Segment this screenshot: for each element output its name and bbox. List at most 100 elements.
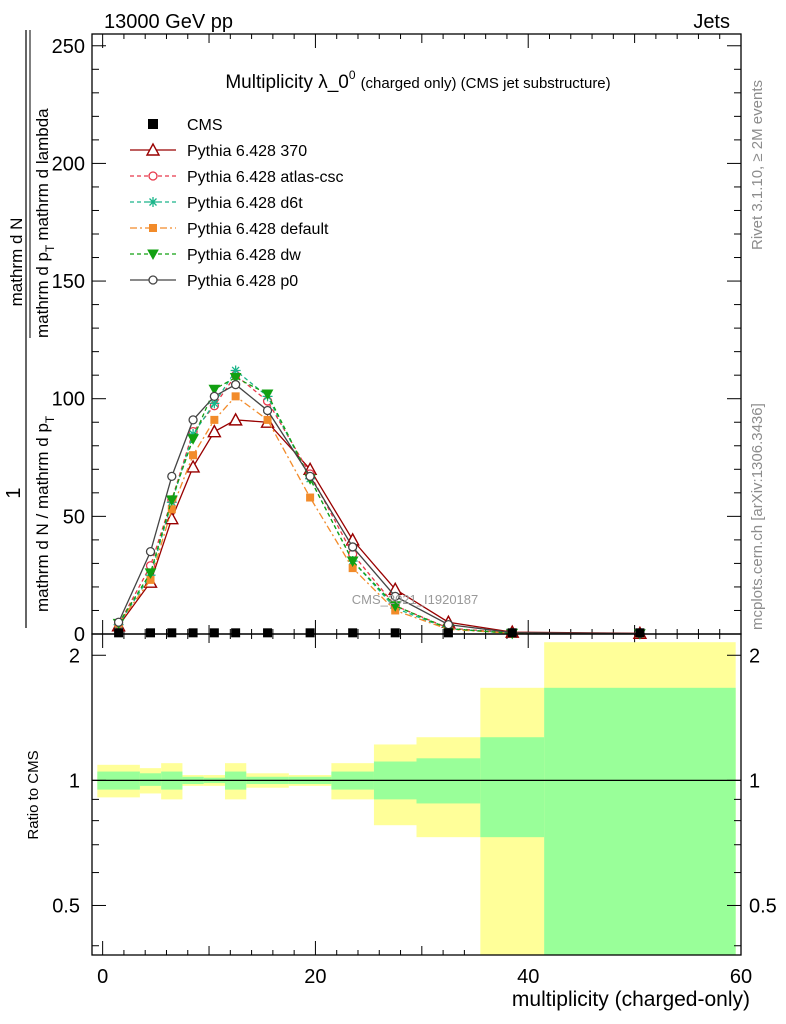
cms-point	[231, 628, 241, 638]
series-point	[207, 424, 222, 438]
legend-label: Pythia 6.428 default	[187, 221, 329, 238]
series-point	[167, 471, 177, 482]
ylabel-frac-den1: mathrm d p	[33, 252, 52, 338]
y-tick-label: 0	[74, 624, 85, 646]
ylabel-frac-den2: mathrm d lambda	[33, 108, 52, 241]
ylabel-num: 1	[3, 487, 25, 498]
series-point	[144, 568, 157, 579]
x-tick-label: 0	[97, 966, 108, 988]
series-point	[189, 451, 198, 460]
series-point	[167, 505, 176, 514]
series-point	[188, 429, 199, 439]
rivet-label: Rivet 3.1.10, ≥ 2M events	[749, 80, 766, 250]
cms-point	[443, 628, 453, 638]
cms-point	[188, 628, 198, 638]
cms-point	[507, 628, 517, 638]
title-suffix: (charged only) (CMS jet substructure)	[361, 75, 611, 92]
ylabel-den-sub: T	[43, 415, 57, 423]
title-main: Multiplicity λ_0	[225, 72, 349, 93]
cms-point	[263, 628, 273, 638]
series-point	[348, 564, 357, 573]
series-point	[390, 591, 400, 602]
ylabel-den: mathrm d N / mathrm d p	[33, 423, 52, 612]
cms-point	[635, 628, 645, 638]
y-tick-label: 250	[52, 36, 85, 58]
legend: CMS Pythia 6.428 370 Pythia 6.428 atlas-cs…	[130, 117, 344, 290]
cms-point	[390, 628, 400, 638]
x-axis-label: multiplicity (charged-only)	[512, 988, 750, 1011]
cms-point	[114, 628, 124, 638]
ratio-tick-label: 0.5	[52, 895, 80, 917]
header-left: 13000 GeV pp	[104, 11, 233, 33]
legend-marker	[148, 171, 158, 181]
legend-marker	[147, 249, 159, 261]
series-point	[348, 542, 358, 552]
title-sup: 0	[349, 68, 356, 82]
legend-marker	[148, 275, 158, 285]
series-point	[228, 412, 243, 426]
main-panel: 0 50 100 150 200 250	[52, 33, 742, 955]
svg-text:mathrm d pTmathrm d lambda: mathrm d pTmathrm d lambda	[33, 108, 57, 338]
series-point	[229, 373, 242, 384]
legend-marker	[149, 224, 157, 232]
cms-point	[209, 628, 219, 638]
cms-point	[348, 628, 358, 638]
series-point	[210, 415, 219, 424]
y-axis-label: 1 mathrm d N / mathrm d pT mathrm d N ma…	[3, 30, 57, 628]
series-point	[146, 575, 155, 584]
series-point	[263, 415, 272, 424]
x-tick-label: 40	[517, 966, 539, 988]
series-point	[188, 415, 198, 425]
x-tick-label: 20	[304, 966, 326, 988]
ratio-tick-label-right: 2	[749, 645, 760, 667]
legend-marker	[148, 119, 158, 129]
legend-label: Pythia 6.428 atlas-csc	[187, 169, 344, 186]
y-tick-label: 150	[52, 271, 85, 293]
cms-point	[146, 628, 156, 638]
series-point	[261, 389, 274, 401]
ratio-ylabel: Ratio to CMS	[25, 750, 42, 839]
x-tick-label: 60	[730, 966, 752, 988]
series-point	[346, 556, 359, 568]
series-point	[185, 459, 201, 473]
series-point	[306, 493, 315, 502]
ylabel-frac-den-sub: T	[43, 244, 57, 252]
series-point	[230, 365, 241, 376]
series-point	[209, 391, 220, 402]
legend-label: Pythia 6.428 370	[187, 143, 307, 160]
series-point	[443, 619, 454, 630]
cms-data	[114, 628, 645, 638]
legend-label: Pythia 6.428 p0	[187, 273, 298, 290]
ratio-panel: 0 20 40 60 0.5 0.5 1 1 2 2	[52, 633, 777, 988]
series-point	[230, 379, 241, 390]
series-point	[187, 434, 199, 445]
series-point	[165, 495, 178, 506]
cms-point	[305, 628, 315, 638]
ratio-band-inner	[544, 687, 736, 955]
svg-text:Multiplicity λ_00(charged only: Multiplicity λ_00 (charged only) (CMS jet…	[225, 68, 610, 93]
plot-title: Multiplicity λ_00 (charged only) (CMS jet…	[225, 68, 610, 93]
series-point	[208, 384, 221, 396]
ratio-frame	[91, 633, 742, 956]
legend-label: Pythia 6.428 d6t	[187, 195, 303, 212]
ratio-band-inner	[480, 737, 545, 838]
series-point	[231, 392, 240, 401]
series-point	[389, 601, 402, 612]
ylabel-frac-num: mathrm d N	[7, 218, 26, 307]
series-point	[262, 405, 273, 416]
y-tick-label: 200	[52, 153, 85, 175]
cms-point	[167, 628, 177, 638]
watermark: CMS_2021_I1920187	[352, 592, 479, 607]
legend-label: Pythia 6.428 dw	[187, 247, 301, 264]
ratio-tick-label-right: 1	[749, 770, 760, 792]
svg-text:mathrm d N / mathrm d pT: mathrm d N / mathrm d pT	[33, 415, 57, 612]
series-point	[113, 617, 124, 627]
ratio-tick-label: 1	[69, 770, 80, 792]
ratio-tick-label-right: 0.5	[749, 895, 777, 917]
series-point	[145, 546, 156, 557]
series-point	[209, 398, 220, 409]
legend-label: CMS	[187, 117, 223, 134]
y-tick-label: 100	[52, 389, 85, 411]
y-tick-label: 50	[63, 506, 85, 528]
